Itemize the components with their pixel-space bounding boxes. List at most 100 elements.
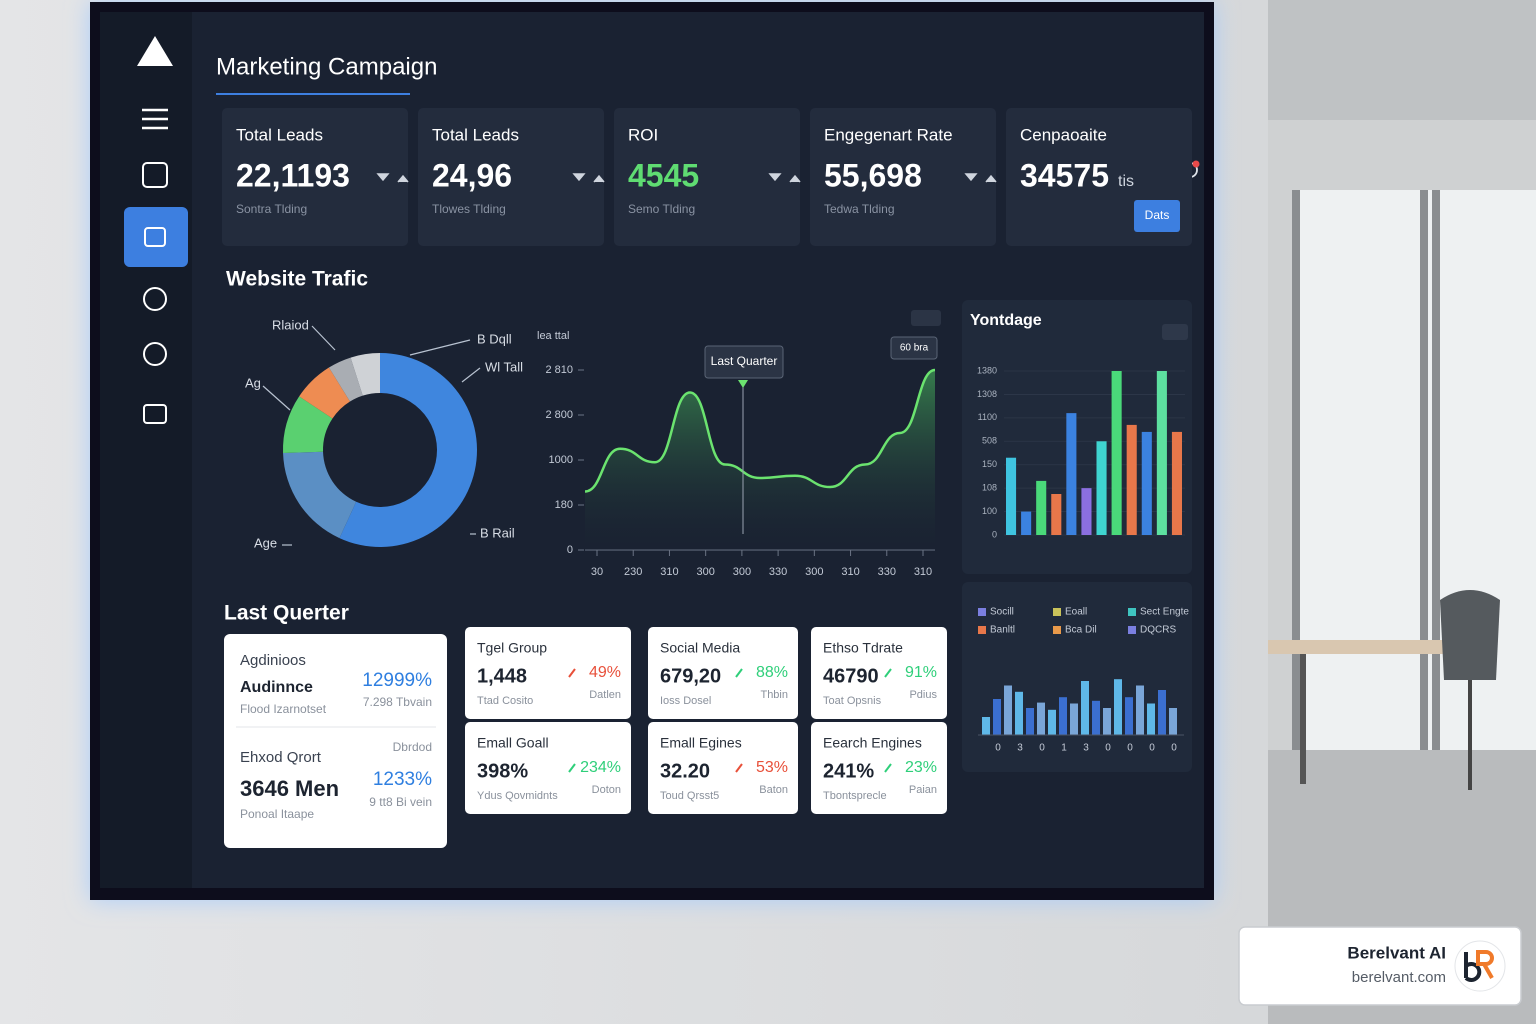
legend-swatch [1053, 608, 1061, 616]
metric-note: Ioss Dosel [660, 695, 711, 707]
x-tick-label: 310 [841, 566, 859, 578]
metric-title: Ethso Tdrate [823, 640, 903, 656]
trend-arrow [884, 668, 892, 678]
axis-label: lea ttal [537, 330, 569, 342]
section-title: Last Querter [224, 602, 349, 625]
bar [1136, 685, 1144, 735]
x-tick-label: 330 [878, 566, 896, 578]
annotation-pin [738, 380, 748, 388]
bar [1169, 708, 1177, 735]
metric-note: Tbontsprecle [823, 790, 887, 802]
x-tick-label: 310 [660, 566, 678, 578]
summary-kicker: Agdinioos [240, 652, 306, 669]
kpi-note: Tedwa Tlding [824, 202, 895, 216]
kpi-card [222, 108, 408, 246]
x-tick-label: 0 [1171, 743, 1177, 754]
kpi-value: 55,698 [824, 157, 922, 193]
x-tick-label: 330 [769, 566, 787, 578]
bar [982, 717, 990, 735]
watermark-name: Berelvant AI [1347, 943, 1446, 962]
kpi-label: Total Leads [236, 125, 323, 144]
x-tick-label: 310 [914, 566, 932, 578]
trend-arrow [568, 668, 576, 678]
legend-label: Sect Engte [1140, 607, 1189, 618]
watermark-box [1238, 926, 1522, 1006]
bar [1158, 690, 1166, 735]
legend-swatch [978, 608, 986, 616]
metric-pct: 91% [905, 664, 937, 681]
legend-label: Banltl [990, 625, 1015, 636]
nav-active [124, 207, 188, 267]
donut-label: Wl Tall [485, 359, 523, 374]
metric-side: Doton [592, 784, 621, 796]
kpi-unit: tis [1118, 173, 1134, 190]
metric-title: Social Media [660, 640, 740, 656]
donut-segment [328, 357, 363, 402]
bar [1051, 494, 1062, 535]
y-tick-label: 108 [982, 483, 997, 493]
kpi-card [614, 108, 800, 246]
x-tick-label: 230 [624, 566, 642, 578]
bar [1081, 488, 1092, 535]
metric-value: 46790 [823, 665, 879, 687]
donut-leader [409, 339, 471, 356]
donut-segment [283, 451, 357, 539]
metric-title: Emall Goall [477, 735, 549, 751]
kpi-label: Total Leads [432, 125, 519, 144]
donut-leader [461, 367, 481, 383]
bar [1125, 697, 1133, 735]
bar [1103, 708, 1111, 735]
donut-label: B Dqll [477, 331, 512, 346]
trend-icon [572, 173, 605, 183]
table-leg [1300, 654, 1306, 784]
metric-value: 1,448 [477, 665, 527, 687]
kpi-label: ROI [628, 125, 658, 144]
y-tick-label: 100 [982, 506, 997, 516]
y-tick-label: 2 810 [545, 364, 573, 376]
summary-note: Flood Izarnotset [240, 702, 327, 716]
tooltip-label: 60 bra [900, 343, 929, 354]
x-tick-label: 300 [696, 566, 714, 578]
donut-segment [339, 353, 477, 547]
bar [1006, 457, 1017, 535]
bar [1092, 700, 1100, 735]
metric-value: 398% [477, 760, 528, 782]
kpi-button-label: Dats [1145, 208, 1170, 222]
metric-card [648, 627, 798, 719]
summary-side: 7.298 Tbvain [363, 695, 432, 709]
trend-icon [768, 173, 801, 183]
ceiling [1268, 0, 1536, 120]
legend-swatch [1128, 608, 1136, 616]
bar [993, 699, 1001, 735]
donut-leader [311, 325, 336, 351]
watermark-url: berelvant.com [1352, 969, 1446, 986]
kpi-label: Cenpaoaite [1020, 125, 1107, 144]
metric-side: Datlen [589, 689, 621, 701]
bar [1048, 709, 1056, 735]
legend-label: Socill [990, 607, 1014, 618]
y-tick-label: 508 [982, 436, 997, 446]
metric-value: 32.20 [660, 760, 710, 782]
window-frame [1432, 190, 1440, 750]
tooltip [890, 336, 938, 360]
nav-icon [144, 227, 166, 247]
x-tick-label: 0 [1039, 743, 1045, 754]
bar [1147, 703, 1155, 735]
window-frame [1292, 190, 1300, 750]
metric-pct: 234% [580, 759, 621, 776]
x-tick-label: 300 [733, 566, 751, 578]
area-fill [585, 370, 935, 550]
y-tick-label: 1000 [549, 454, 573, 466]
bar [1037, 702, 1045, 735]
metric-title: Tgel Group [477, 640, 547, 656]
kpi-value: 34575 [1020, 157, 1109, 193]
metric-value: 679,20 [660, 665, 721, 687]
donut-label: Age [254, 535, 277, 550]
metric-side: Thbin [760, 689, 788, 701]
bar [1126, 424, 1137, 535]
metric-note: Toud Qrsst5 [660, 790, 719, 802]
donut-label: Rlaiod [272, 317, 309, 332]
metric-card [811, 722, 947, 814]
x-tick-label: 0 [1149, 743, 1155, 754]
donut-segment [350, 353, 380, 396]
